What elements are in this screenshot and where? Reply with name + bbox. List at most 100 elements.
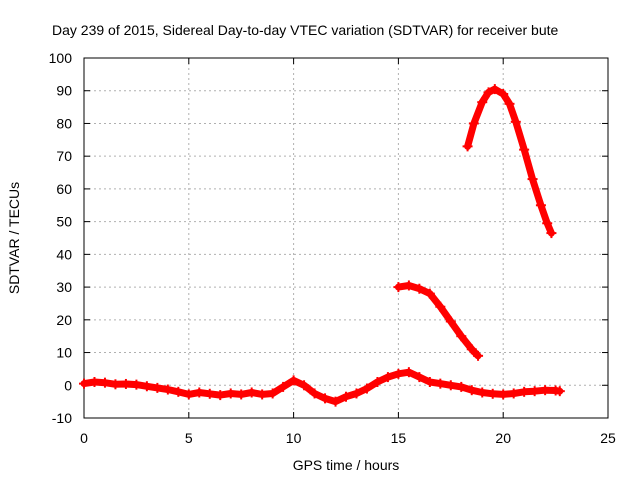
data-point xyxy=(141,381,152,392)
plot-frame xyxy=(83,57,609,419)
data-point xyxy=(546,228,557,239)
series-group xyxy=(79,367,565,407)
x-tick-label: 25 xyxy=(600,430,616,446)
chart-title: Day 239 of 2015, Sidereal Day-to-day VTE… xyxy=(52,22,559,38)
data-series xyxy=(79,84,565,407)
y-tick-label: 0 xyxy=(64,377,72,393)
data-point xyxy=(162,384,173,395)
data-point xyxy=(456,331,467,342)
series-group xyxy=(393,280,484,361)
data-point xyxy=(393,282,404,293)
y-tick-label: 30 xyxy=(56,279,72,295)
x-tick-label: 5 xyxy=(185,430,193,446)
y-axis-title: SDTVAR / TECUs xyxy=(6,182,22,294)
data-point xyxy=(299,380,310,391)
data-point xyxy=(535,200,546,211)
y-tick-label: 50 xyxy=(56,214,72,230)
data-point xyxy=(504,98,515,109)
data-point xyxy=(424,288,435,299)
data-point xyxy=(445,316,456,327)
data-point xyxy=(487,388,498,399)
data-point xyxy=(466,344,477,355)
data-point xyxy=(473,350,484,361)
data-point xyxy=(477,387,488,398)
series-group xyxy=(462,84,557,239)
data-point xyxy=(194,387,205,398)
y-tick-label: 60 xyxy=(56,181,72,197)
data-point xyxy=(152,382,163,393)
data-point xyxy=(498,389,509,400)
x-tick-label: 10 xyxy=(286,430,302,446)
data-point xyxy=(330,396,341,407)
data-point xyxy=(462,141,473,152)
y-tick-label: 90 xyxy=(56,83,72,99)
data-point xyxy=(498,89,509,99)
data-point xyxy=(414,283,425,294)
data-point xyxy=(477,97,488,108)
data-point xyxy=(309,388,320,399)
x-axis-tick-labels: 0 5 10 15 20 25 xyxy=(80,430,616,446)
data-point xyxy=(382,372,393,383)
y-axis-tick-labels: -10 0 10 20 30 40 50 60 70 80 90 100 xyxy=(49,50,73,426)
x-tick-label: 15 xyxy=(391,430,407,446)
data-point xyxy=(225,388,236,399)
data-point xyxy=(424,377,435,387)
y-tick-label: 70 xyxy=(56,148,72,164)
data-point xyxy=(372,377,383,387)
data-point xyxy=(361,383,372,394)
data-point xyxy=(435,378,446,389)
data-point xyxy=(278,381,289,392)
grid-lines xyxy=(84,58,608,418)
data-point xyxy=(393,368,404,379)
data-point xyxy=(320,393,331,404)
data-point xyxy=(510,116,521,127)
data-point xyxy=(414,372,425,383)
x-axis-title: GPS time / hours xyxy=(293,457,400,473)
data-point xyxy=(204,388,215,399)
data-point xyxy=(529,386,540,397)
data-point xyxy=(351,388,362,399)
data-point xyxy=(445,380,456,391)
data-point xyxy=(540,385,551,396)
x-tick-label: 20 xyxy=(495,430,511,446)
data-point xyxy=(508,388,519,399)
data-point xyxy=(403,367,414,378)
data-point xyxy=(110,379,121,390)
data-point xyxy=(483,87,494,98)
data-point xyxy=(403,280,414,291)
data-point xyxy=(183,389,194,400)
data-point xyxy=(288,375,299,386)
data-point xyxy=(519,386,530,397)
data-point xyxy=(89,377,100,387)
data-point xyxy=(173,386,184,397)
data-point xyxy=(435,301,446,312)
data-point xyxy=(131,379,142,390)
y-tick-label: 10 xyxy=(56,345,72,361)
data-point xyxy=(466,385,477,396)
data-point xyxy=(527,174,538,185)
x-tick-label: 0 xyxy=(80,430,88,446)
data-point xyxy=(79,378,89,389)
y-tick-label: 40 xyxy=(56,246,72,262)
data-point xyxy=(341,391,351,402)
data-point xyxy=(519,144,530,155)
data-point xyxy=(99,377,110,388)
data-point xyxy=(468,118,479,129)
data-point xyxy=(267,388,278,399)
data-point xyxy=(120,378,131,389)
axis-ticks xyxy=(83,57,609,419)
y-tick-label: 100 xyxy=(49,50,73,66)
y-tick-label: 80 xyxy=(56,115,72,131)
y-tick-label: -10 xyxy=(52,410,72,426)
data-point xyxy=(215,390,226,401)
data-point xyxy=(542,218,553,229)
y-tick-label: 20 xyxy=(56,312,72,328)
data-point xyxy=(456,381,467,392)
data-point xyxy=(246,387,257,398)
data-point xyxy=(489,84,500,95)
data-point xyxy=(236,389,247,400)
data-point xyxy=(554,386,565,397)
data-point xyxy=(257,389,268,400)
